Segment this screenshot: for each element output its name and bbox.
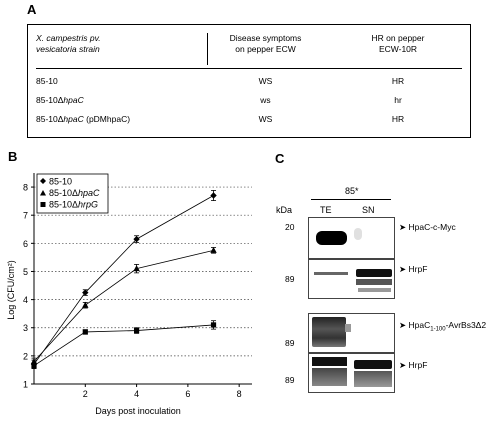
x-tick-label: 8 bbox=[237, 389, 242, 399]
blot3-marker: 89 bbox=[285, 338, 295, 348]
header-disease: Disease symptoms on pepper ECW bbox=[229, 33, 302, 54]
series-line bbox=[33, 195, 214, 365]
arrow-left-icon: ➤ bbox=[399, 360, 407, 370]
row-1-hr: HR bbox=[391, 76, 405, 86]
x-axis-label: Days post inoculation bbox=[95, 406, 181, 416]
legend-entry-3: 85-10ΔhrpG bbox=[49, 200, 98, 210]
blot2-label: ➤ HrpF bbox=[399, 264, 428, 274]
x-tick-label: 6 bbox=[185, 389, 190, 399]
row-3-hr: HR bbox=[391, 114, 405, 124]
data-point-diamond bbox=[133, 235, 140, 243]
blot4-label: ➤ HrpF bbox=[399, 360, 428, 370]
blot1-marker: 20 bbox=[285, 222, 295, 232]
row-2-strain: 85-10ΔhpaC bbox=[36, 95, 84, 105]
arrow-left-icon: ➤ bbox=[399, 320, 407, 330]
data-point-square bbox=[31, 363, 37, 369]
x-ticks: 2 4 6 8 bbox=[83, 384, 242, 399]
row-2-hr: hr bbox=[394, 95, 402, 105]
series-line bbox=[33, 249, 214, 362]
y-tick-label: 3 bbox=[23, 323, 28, 333]
legend-diamond-icon bbox=[40, 178, 46, 184]
y-tick-label: 2 bbox=[23, 351, 28, 361]
blot-hrpf-1 bbox=[308, 259, 395, 299]
band-te-hrpf2-lower bbox=[312, 368, 347, 386]
x-tick-label: 2 bbox=[83, 389, 88, 399]
blot2-marker: 89 bbox=[285, 274, 295, 284]
row-2-disease: ws bbox=[260, 95, 271, 105]
band-sn-hrpf2 bbox=[354, 360, 392, 369]
y-tick-label: 8 bbox=[23, 183, 28, 193]
axes bbox=[33, 173, 252, 385]
legend-triangle-icon bbox=[40, 190, 46, 196]
header-divider bbox=[207, 33, 208, 65]
data-point-square bbox=[82, 329, 88, 335]
arrow-left-icon: ➤ bbox=[399, 222, 407, 232]
data-point-diamond bbox=[82, 289, 89, 296]
x-tick-label: 4 bbox=[134, 389, 139, 399]
row-1-strain: 85-10 bbox=[36, 76, 58, 86]
blot-hrpf-2 bbox=[308, 353, 395, 393]
y-axis-label: Log (CFU/cm²) bbox=[6, 260, 16, 320]
data-point-square bbox=[210, 322, 217, 328]
strain-header-rule bbox=[311, 199, 391, 200]
band-te-hpac bbox=[316, 231, 347, 245]
row-3-strain: 85-10ΔhpaC (pDMhpaC) bbox=[36, 114, 131, 124]
blot-hpac-avr bbox=[308, 313, 395, 353]
band-te-avr-tail bbox=[345, 324, 351, 332]
data-point-triangle bbox=[210, 246, 217, 253]
band-te-avr bbox=[312, 317, 346, 347]
blot3-label: ➤ HpaC1-100-AvrBs3Δ2 bbox=[399, 320, 487, 333]
legend-box bbox=[36, 173, 109, 214]
series-3 bbox=[31, 320, 217, 369]
legend-entry-2: 85-10ΔhpaC bbox=[49, 188, 100, 198]
row-1-disease: WS bbox=[258, 76, 273, 86]
lane-sn-label: SN bbox=[362, 205, 375, 215]
header-rule bbox=[36, 68, 462, 69]
series-line bbox=[33, 324, 214, 367]
growth-chart: 1 2 3 4 5 6 7 8 2 4 6 8 Days post inoculation Log … bbox=[6, 173, 252, 416]
blot4-marker: 89 bbox=[285, 375, 295, 385]
y-ticks: 1 2 3 4 5 6 7 8 bbox=[23, 183, 34, 390]
band-sn-hrpf-lowest bbox=[358, 288, 391, 292]
row-3-disease: WS bbox=[258, 114, 273, 124]
band-sn-hrpf2-lower bbox=[354, 371, 392, 387]
legend-square-icon bbox=[40, 202, 46, 207]
series-2 bbox=[30, 246, 217, 366]
band-smear bbox=[354, 228, 362, 240]
data-point-diamond bbox=[210, 192, 217, 199]
series bbox=[30, 190, 217, 369]
data-point-square bbox=[133, 327, 140, 334]
header-strain: X. campestris pv. vesicatoria strain bbox=[36, 33, 101, 54]
y-tick-label: 5 bbox=[23, 267, 28, 277]
arrow-left-icon: ➤ bbox=[399, 264, 407, 274]
band-sn-hrpf-lower bbox=[356, 279, 392, 285]
band-te-hrpf bbox=[314, 272, 348, 275]
lane-te-label: TE bbox=[320, 205, 332, 215]
grid bbox=[34, 186, 252, 357]
legend: 85-10 85-10ΔhpaC 85-10ΔhrpG bbox=[36, 173, 109, 214]
data-point-triangle bbox=[30, 357, 38, 364]
panel-a-letter: A bbox=[27, 2, 37, 17]
header-hr: HR on pepper ECW-10R bbox=[371, 33, 425, 54]
strain-table: X. campestris pv. vesicatoria strain Dis… bbox=[27, 24, 471, 138]
panel-c-letter: C bbox=[275, 151, 285, 166]
panel-b-letter: B bbox=[8, 149, 18, 164]
band-te-hrpf2 bbox=[312, 357, 347, 366]
strain-header: 85* bbox=[345, 186, 359, 196]
series-1 bbox=[30, 190, 217, 369]
y-tick-label: 7 bbox=[23, 211, 28, 221]
blot1-label: ➤ HpaC-c-Myc bbox=[399, 222, 456, 232]
y-tick-label: 4 bbox=[23, 295, 28, 305]
y-tick-label: 6 bbox=[23, 239, 28, 249]
data-point-triangle bbox=[82, 301, 89, 308]
blot-hpac-myc bbox=[308, 217, 395, 259]
band-sn-hrpf bbox=[356, 269, 392, 277]
data-point-triangle bbox=[133, 265, 140, 272]
legend-entry-1: 85-10 bbox=[49, 177, 72, 187]
kda-label: kDa bbox=[276, 205, 293, 215]
y-tick-label: 1 bbox=[23, 380, 28, 390]
